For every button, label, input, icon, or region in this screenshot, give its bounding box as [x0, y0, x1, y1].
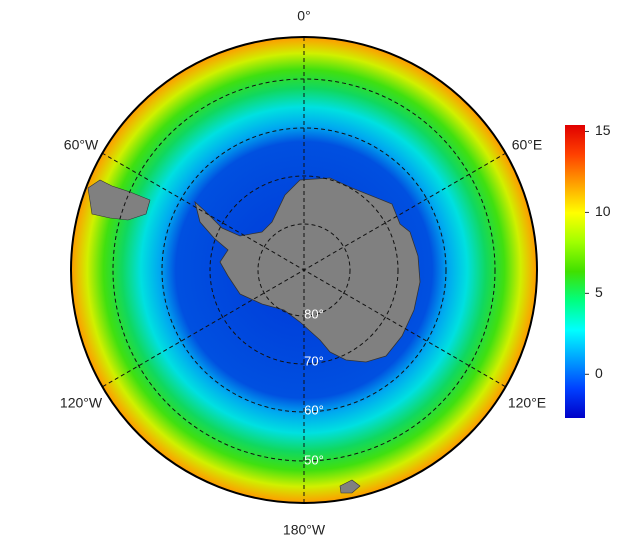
latitude-label: 50°	[304, 452, 324, 467]
island	[339, 479, 361, 494]
colorbar: 15 10 5 0	[565, 122, 611, 418]
colorbar-tick-label: 0	[595, 365, 603, 381]
longitude-label: 60°W	[64, 137, 99, 153]
colorbar-scale	[565, 125, 585, 418]
longitude-label: 120°E	[508, 395, 546, 411]
longitude-label: 180°W	[283, 522, 326, 538]
south-america	[87, 179, 151, 221]
colorbar-tick-label: 10	[595, 203, 611, 219]
colorbar-tick-label: 5	[595, 284, 603, 300]
latitude-circle	[257, 223, 351, 317]
latitude-label: 80°	[304, 306, 324, 321]
longitude-label: 120°W	[60, 395, 103, 411]
latitude-label: 70°	[304, 353, 324, 368]
graticule	[101, 37, 507, 503]
map-border	[70, 36, 538, 504]
antarctica	[194, 177, 421, 363]
longitude-label: 0°	[297, 8, 310, 24]
latitude-circle	[209, 175, 399, 365]
colorbar-tick-label: 15	[595, 122, 611, 138]
meridian	[101, 152, 507, 388]
latitude-label: 60°	[304, 402, 324, 417]
longitude-label: 60°E	[512, 137, 543, 153]
